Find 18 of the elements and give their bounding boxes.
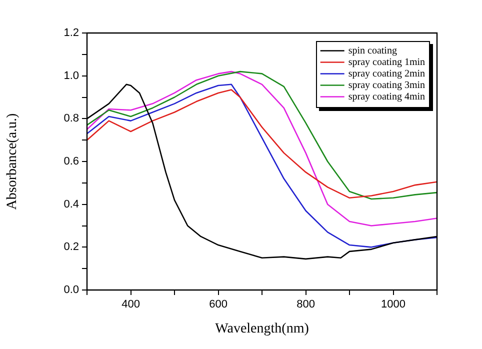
y-tick-label: 0.6 <box>64 156 79 168</box>
x-tick-label: 800 <box>296 298 315 311</box>
legend-label: spray coating 2min <box>348 68 426 80</box>
x-tick-label: 400 <box>122 298 140 311</box>
legend-label: spray coating 1min <box>348 56 426 68</box>
legend-label: spin coating <box>348 45 397 56</box>
y-tick-label: 1.0 <box>64 70 79 82</box>
y-tick-label: 0.2 <box>64 241 79 254</box>
x-tick-label: 1000 <box>381 298 406 311</box>
y-tick-label: 0.0 <box>64 284 79 296</box>
y-axis-title: Absorbance(a.u.) <box>5 112 20 210</box>
legend-label: spray coating 3min <box>348 80 426 91</box>
legend-label: spray coating 4min <box>348 91 426 102</box>
x-axis-title: Wavelength(nm) <box>215 321 310 336</box>
y-tick-label: 1.2 <box>64 27 79 40</box>
y-tick-label: 0.8 <box>64 112 79 125</box>
y-tick-label: 0.4 <box>64 198 79 210</box>
x-tick-label: 600 <box>209 298 228 311</box>
